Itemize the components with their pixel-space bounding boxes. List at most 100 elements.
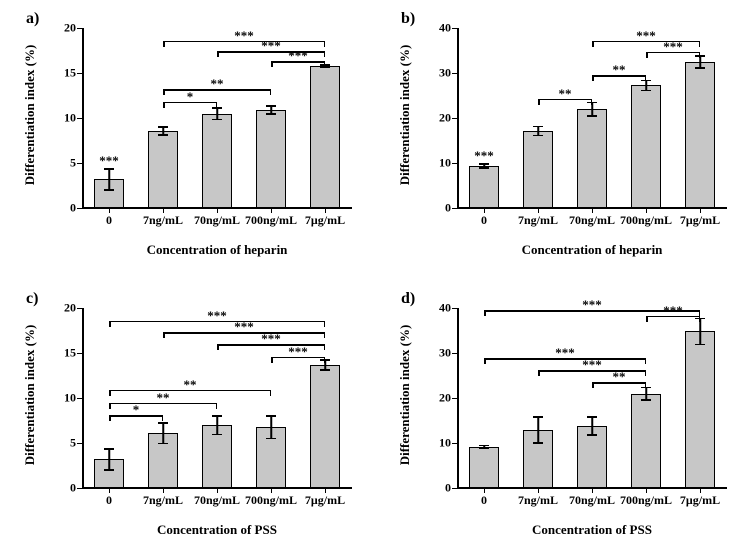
significance-bracket: *** bbox=[484, 310, 700, 311]
y-tick-label: 10 bbox=[64, 391, 82, 406]
x-tick-label: 70ng/mL bbox=[569, 208, 615, 228]
significance-bracket: *** bbox=[271, 61, 325, 62]
significance-bracket: ** bbox=[109, 403, 217, 404]
x-axis-label: Concentration of heparin bbox=[82, 242, 352, 258]
significance-stars: *** bbox=[582, 360, 602, 370]
plot-area: 0102030400***7ng/mL70ng/mL700ng/mL7μg/mL… bbox=[457, 28, 727, 208]
bar bbox=[202, 114, 232, 209]
x-tick-label: 70ng/mL bbox=[194, 208, 240, 228]
x-tick-label: 7μg/mL bbox=[305, 208, 345, 228]
y-tick-label: 10 bbox=[64, 111, 82, 126]
significance-bracket: *** bbox=[109, 321, 325, 322]
x-tick-label: 7ng/mL bbox=[518, 208, 558, 228]
x-tick-label: 7ng/mL bbox=[143, 208, 183, 228]
y-tick-label: 20 bbox=[64, 301, 82, 316]
significance-bracket: *** bbox=[592, 41, 700, 42]
y-axis-label: Differentiation index (%) bbox=[22, 15, 38, 215]
significance-bracket: *** bbox=[217, 344, 325, 345]
significance-bracket: *** bbox=[163, 41, 325, 42]
significance-bracket: * bbox=[109, 415, 163, 416]
x-tick-label: 7μg/mL bbox=[680, 488, 720, 508]
significance-stars: *** bbox=[207, 311, 227, 321]
x-tick-label: 7μg/mL bbox=[680, 208, 720, 228]
significance-stars: *** bbox=[99, 156, 119, 166]
significance-stars: *** bbox=[288, 51, 308, 61]
y-tick-label: 40 bbox=[439, 301, 457, 316]
bar bbox=[685, 331, 715, 488]
bar bbox=[469, 447, 499, 488]
significance-bracket: *** bbox=[271, 357, 325, 358]
y-tick-label: 10 bbox=[439, 156, 457, 171]
significance-stars: *** bbox=[582, 300, 602, 310]
significance-stars: ** bbox=[613, 372, 626, 382]
significance-stars: ** bbox=[613, 65, 626, 75]
x-tick-label: 700ng/mL bbox=[620, 208, 672, 228]
significance-stars: *** bbox=[636, 31, 656, 41]
y-tick-label: 30 bbox=[439, 66, 457, 81]
bar bbox=[685, 62, 715, 208]
x-axis-label: Concentration of PSS bbox=[82, 522, 352, 538]
y-tick-label: 30 bbox=[439, 346, 457, 361]
x-tick-label: 700ng/mL bbox=[620, 488, 672, 508]
x-tick-label: 0 bbox=[106, 488, 112, 508]
y-tick-label: 0 bbox=[70, 201, 82, 216]
significance-bracket: *** bbox=[538, 370, 646, 371]
significance-stars: *** bbox=[234, 322, 254, 332]
significance-stars: *** bbox=[555, 348, 575, 358]
significance-stars: *** bbox=[288, 347, 308, 357]
bar bbox=[256, 110, 286, 208]
y-axis-label: Differentiation index (%) bbox=[397, 15, 413, 215]
x-tick-label: 70ng/mL bbox=[194, 488, 240, 508]
x-tick-label: 7ng/mL bbox=[518, 488, 558, 508]
significance-bracket: *** bbox=[217, 51, 325, 52]
significance-bracket: * bbox=[163, 102, 217, 103]
significance-stars: *** bbox=[234, 31, 254, 41]
significance-bracket: ** bbox=[538, 99, 592, 100]
significance-bracket: *** bbox=[646, 316, 700, 317]
bar bbox=[310, 66, 340, 208]
bar bbox=[631, 394, 661, 489]
bar bbox=[523, 131, 553, 208]
significance-bracket: ** bbox=[163, 89, 271, 90]
bar bbox=[148, 131, 178, 208]
panel-d: d)Differentiation index (%)Concentration… bbox=[395, 290, 745, 540]
figure: a)Differentiation index (%)Concentration… bbox=[0, 0, 750, 555]
panel-a: a)Differentiation index (%)Concentration… bbox=[20, 10, 370, 260]
significance-stars: *** bbox=[474, 151, 494, 161]
y-tick-label: 5 bbox=[70, 156, 82, 171]
y-tick-label: 15 bbox=[64, 346, 82, 361]
significance-bracket: ** bbox=[109, 390, 271, 391]
y-tick-label: 0 bbox=[445, 481, 457, 496]
plot-area: 0510152007ng/mL70ng/mL700ng/mL7μg/mL****… bbox=[82, 308, 352, 488]
significance-bracket: ** bbox=[592, 75, 646, 76]
significance-bracket: *** bbox=[646, 52, 700, 53]
panel-b: b)Differentiation index (%)Concentration… bbox=[395, 10, 745, 260]
bar bbox=[469, 166, 499, 208]
x-tick-label: 0 bbox=[481, 488, 487, 508]
significance-stars: ** bbox=[184, 380, 197, 390]
bar bbox=[631, 85, 661, 208]
y-tick-label: 0 bbox=[70, 481, 82, 496]
significance-stars: * bbox=[187, 92, 194, 102]
y-tick-label: 20 bbox=[439, 111, 457, 126]
significance-bracket: ** bbox=[592, 382, 646, 383]
y-tick-label: 15 bbox=[64, 66, 82, 81]
y-tick-label: 20 bbox=[439, 391, 457, 406]
significance-stars: ** bbox=[157, 393, 170, 403]
bar bbox=[310, 365, 340, 488]
panel-c: c)Differentiation index (%)Concentration… bbox=[20, 290, 370, 540]
significance-stars: ** bbox=[559, 89, 572, 99]
x-tick-label: 700ng/mL bbox=[245, 208, 297, 228]
x-axis-label: Concentration of PSS bbox=[457, 522, 727, 538]
y-tick-label: 0 bbox=[445, 201, 457, 216]
bar bbox=[577, 109, 607, 208]
x-tick-label: 70ng/mL bbox=[569, 488, 615, 508]
plot-area: 01020304007ng/mL70ng/mL700ng/mL7μg/mL***… bbox=[457, 308, 727, 488]
significance-bracket: *** bbox=[484, 358, 646, 359]
x-tick-label: 700ng/mL bbox=[245, 488, 297, 508]
y-tick-label: 20 bbox=[64, 21, 82, 36]
significance-stars: *** bbox=[261, 334, 281, 344]
y-tick-label: 5 bbox=[70, 436, 82, 451]
y-tick-label: 10 bbox=[439, 436, 457, 451]
significance-stars: *** bbox=[663, 42, 683, 52]
